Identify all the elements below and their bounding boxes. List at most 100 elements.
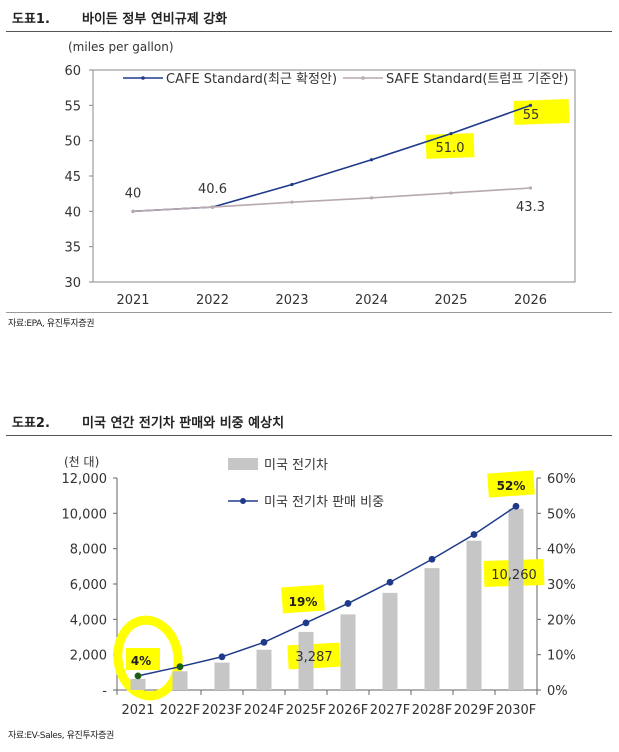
figure1-highlight-510 bbox=[425, 133, 475, 159]
figure1-legend-marker-safe bbox=[361, 76, 365, 80]
figure2-y2-tick-label: 30% bbox=[547, 578, 576, 593]
figure2-legend-swatch-bar bbox=[228, 458, 258, 470]
figure2-bar bbox=[382, 592, 398, 690]
figure1-legend-marker-cafe bbox=[141, 76, 145, 80]
figure2-legend-label-line: 미국 전기차 판매 비중 bbox=[264, 495, 384, 510]
figure2-label-share-2021: 4% bbox=[131, 654, 151, 668]
figure2-legend-label-bar: 미국 전기차 bbox=[264, 458, 328, 473]
figure1-x-tick-label: 2025 bbox=[434, 293, 467, 308]
figure2-x-tick-label: 2022F bbox=[160, 703, 201, 718]
figure2-y2-tick-label: 60% bbox=[547, 472, 576, 487]
figure2-highlight-19pct bbox=[281, 584, 325, 614]
figure1-divider bbox=[6, 31, 612, 32]
figure2-share-point bbox=[218, 653, 226, 661]
figure1-series-1-point bbox=[369, 196, 374, 200]
figure2-y-unit: (천 대) bbox=[64, 454, 99, 469]
figure1-y-tick-label: 55 bbox=[64, 99, 81, 114]
figure1-y-tick-label: 45 bbox=[64, 170, 81, 185]
figure2-x-tick-label: 2023F bbox=[202, 703, 243, 718]
figure2-y-tick-label: 2,000 bbox=[70, 649, 107, 664]
figure2-share-point bbox=[512, 502, 520, 510]
figure2-x-tick-label: 2028F bbox=[412, 703, 453, 718]
figure2-x-tick-label: 2026F bbox=[328, 703, 369, 718]
figure2-label-share-2025: 19% bbox=[289, 595, 318, 609]
figure1-series-1-point bbox=[449, 191, 453, 195]
figure2-highlight-4pct bbox=[126, 648, 160, 670]
figure1-series-1-point bbox=[210, 205, 215, 209]
figure1-legend-label-safe: SAFE Standard(트럼프 기준안) bbox=[386, 72, 568, 87]
figure2-y-tick-label: - bbox=[102, 684, 107, 699]
figure2-bar bbox=[466, 540, 482, 690]
figure1-y-tick-label: 35 bbox=[64, 241, 81, 256]
figure2-share-point bbox=[260, 638, 268, 646]
figure1-data-label: 40 bbox=[125, 186, 142, 201]
figure2-y2-tick-label: 0% bbox=[547, 684, 568, 699]
figure2-share-point bbox=[134, 672, 142, 680]
figure1-data-label: 55 bbox=[523, 108, 540, 123]
figure2-y-tick-label: 6,000 bbox=[70, 578, 107, 593]
figure1-series-1-point bbox=[131, 209, 135, 213]
figure2-title: 도표2. 미국 연간 전기차 판매와 비중 예상치 bbox=[12, 412, 284, 431]
figure2-bar bbox=[340, 614, 356, 690]
figure2-y2-tick-label: 20% bbox=[547, 613, 576, 628]
figure1-title: 도표1. 바이든 정부 연비규제 강화 bbox=[12, 8, 227, 27]
figure2-share-point bbox=[344, 600, 352, 607]
figure2-number: 도표2. bbox=[12, 416, 50, 431]
figure2-share-point bbox=[302, 619, 310, 627]
figure2-bar bbox=[508, 508, 524, 690]
figure1-source: 자료:EPA, 유진투자증권 bbox=[8, 319, 95, 329]
figure1-x-tick-label: 2024 bbox=[355, 293, 388, 308]
figure1-series-0-point bbox=[449, 132, 453, 136]
figure1-series-0-point bbox=[369, 158, 374, 162]
figure2-source: 자료:EV-Sales, 유진투자증권 bbox=[8, 731, 114, 741]
figure2-share-point bbox=[428, 555, 436, 563]
figure1-legend-label-cafe: CAFE Standard(최근 확정안) bbox=[166, 72, 337, 87]
figure2-share-point bbox=[176, 663, 184, 671]
figure1-number: 도표1. bbox=[12, 12, 50, 27]
figure2-divider bbox=[6, 435, 612, 436]
figure2-label-bar-2025: 3,287 bbox=[295, 650, 332, 665]
figure2-bar bbox=[256, 649, 272, 690]
figure2-y2-tick-label: 10% bbox=[547, 649, 576, 664]
figure2-y2-tick-label: 40% bbox=[547, 543, 576, 558]
figure1-plot-frame bbox=[92, 69, 576, 283]
figure2-label-bar-2030: 10,260 bbox=[491, 568, 537, 583]
figure2-y-tick-label: 4,000 bbox=[70, 613, 107, 628]
figure1-series-line-0 bbox=[132, 104, 531, 213]
figure2-x-tick-label: 2027F bbox=[370, 703, 411, 718]
figure1-y-tick-label: 30 bbox=[64, 276, 81, 291]
figure1-y-tick-label: 40 bbox=[64, 205, 81, 220]
figure1-title-text: 바이든 정부 연비규제 강화 bbox=[82, 12, 228, 27]
figure1-bottom-divider bbox=[6, 312, 612, 313]
figure1-y-unit: (miles per gallon) bbox=[68, 40, 174, 54]
figure2-bar bbox=[214, 662, 230, 690]
figure2-x-tick-label: 2030F bbox=[496, 703, 537, 718]
figure2-x-tick-label: 2024F bbox=[244, 703, 285, 718]
figure2-bar bbox=[424, 568, 440, 690]
figure1-x-tick-label: 2026 bbox=[514, 293, 547, 308]
figure1-highlight-55 bbox=[513, 99, 570, 125]
figure2-x-tick-label: 2029F bbox=[454, 703, 495, 718]
figure1-series-line-1 bbox=[132, 187, 531, 213]
figure1-x-tick-label: 2022 bbox=[196, 293, 229, 308]
figure2-y-tick-label: 10,000 bbox=[62, 507, 108, 522]
figure1-x-tick-label: 2023 bbox=[275, 293, 308, 308]
figure1-x-tick-label: 2021 bbox=[116, 293, 149, 308]
figure1-line-chart: (miles per gallon) 30 35 40 45 50 55 60 2021 2022… bbox=[64, 40, 576, 308]
figure1-y-tick-label: 60 bbox=[64, 64, 81, 79]
figure1-y-tick-label: 50 bbox=[64, 135, 81, 150]
figure1-data-label: 43.3 bbox=[516, 200, 545, 215]
figure2-y2-tick-label: 50% bbox=[547, 507, 576, 522]
figure2-bar bbox=[172, 671, 188, 690]
figure2-x-tick-label: 2021 bbox=[121, 703, 154, 718]
figure2-bar bbox=[130, 678, 146, 690]
figure2-share-line bbox=[137, 505, 517, 677]
figure1-series-0-point bbox=[290, 182, 294, 187]
figure1-series-1-point bbox=[290, 200, 294, 204]
figure1-series-0-point bbox=[528, 103, 533, 107]
figure2-share-point bbox=[386, 578, 394, 586]
figure2-label-share-2030: 52% bbox=[497, 479, 526, 493]
figure1-series-1-point bbox=[528, 186, 533, 190]
figure1-data-label: 51.0 bbox=[436, 141, 465, 156]
figure2-highlight-2021-circle bbox=[113, 615, 183, 701]
